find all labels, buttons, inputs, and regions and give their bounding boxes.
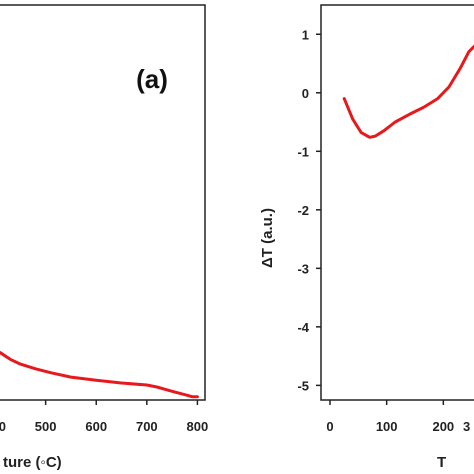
panel-b-y-axis-label: ΔT (a.u.) — [259, 208, 276, 268]
panel-a-label: (a) — [136, 64, 168, 94]
panel-a-plot-frame — [0, 4, 206, 401]
panel-b-y-tick-label: -4 — [297, 320, 309, 335]
panel-a-x-tick-label: 800 — [187, 419, 209, 434]
panel-b-y-tick-label: 0 — [302, 86, 309, 101]
panel-a-series — [0, 350, 199, 399]
panel-a-series-line — [0, 350, 199, 399]
panel-b-x-tick-label: 3 — [463, 419, 470, 434]
panel-b: 1 0 -1 -2 -3 -4 -5 0 100 200 3 ΔT (a.u.) T — [259, 4, 474, 471]
panel-b-series-line — [342, 44, 474, 139]
panel-b-plot-frame — [320, 4, 474, 401]
panel-a-x-tick-label: 500 — [35, 419, 57, 434]
panel-b-x-tick-label: 0 — [326, 419, 333, 434]
panel-a-x-ticks: 0 500 600 700 800 — [0, 400, 208, 434]
panel-b-y-tick-label: -5 — [297, 378, 309, 393]
panel-b-x-axis-label: T — [437, 454, 446, 471]
panel-b-x-ticks: 0 100 200 3 — [326, 400, 470, 434]
panel-a-x-tick-label: 0 — [0, 419, 6, 434]
panel-a-x-axis-label: ture (◦C) — [3, 454, 62, 471]
panel-a: 0 500 600 700 800 (a) ture (◦C) — [0, 4, 208, 471]
panel-b-y-tick-label: -3 — [297, 261, 309, 276]
panel-b-y-tick-label: 1 — [302, 27, 309, 42]
panel-b-y-ticks: 1 0 -1 -2 -3 -4 -5 — [297, 27, 321, 393]
panel-b-y-tick-label: -1 — [297, 144, 309, 159]
panel-a-x-tick-label: 600 — [85, 419, 107, 434]
panel-a-x-tick-label: 700 — [136, 419, 158, 434]
panel-b-y-tick-label: -2 — [297, 203, 309, 218]
panel-b-x-tick-label: 200 — [432, 419, 454, 434]
panel-b-x-tick-label: 100 — [376, 419, 398, 434]
panel-b-series — [342, 44, 474, 139]
